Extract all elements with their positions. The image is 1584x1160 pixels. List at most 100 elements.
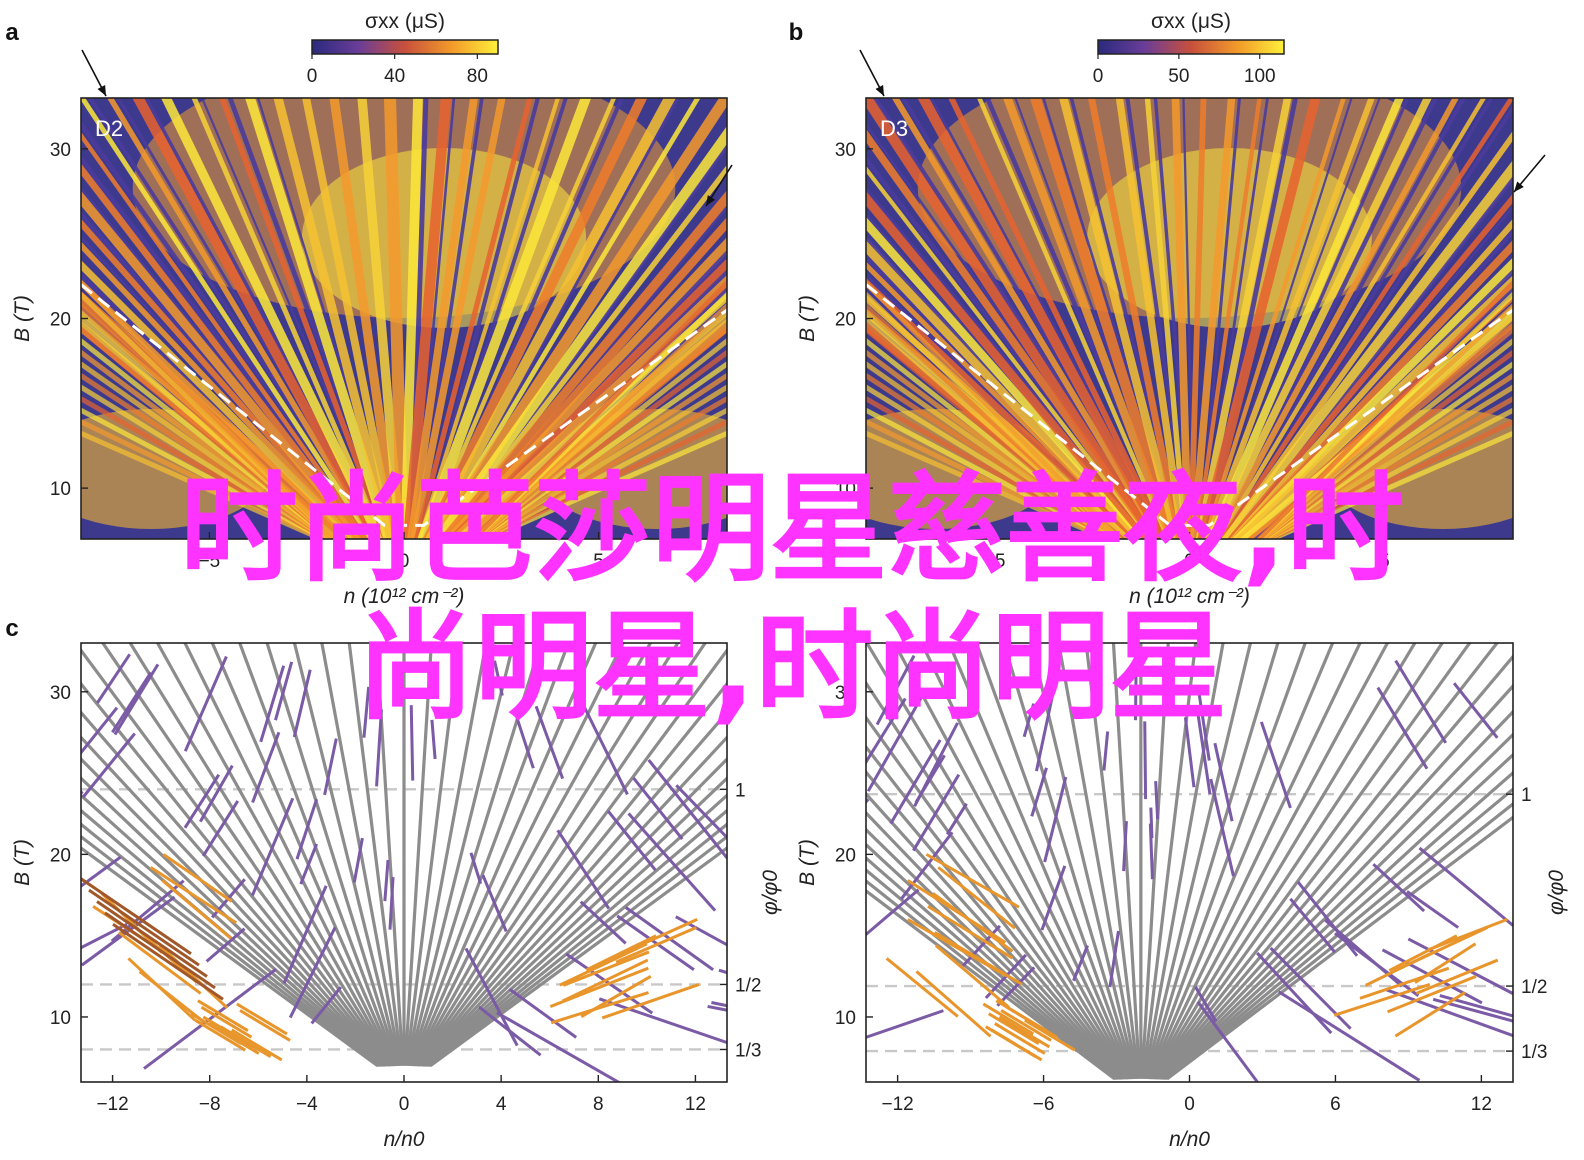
ylabel-c: B (T) [11,839,34,886]
ylabel-a: B (T) [11,295,34,342]
purple-seg-c-right-11 [1213,742,1234,822]
orange-left-c-9 [138,970,205,1023]
purple-seg-c-41 [282,885,328,984]
orange-right-c-right-7 [1386,974,1477,1014]
purple-seg-c-29 [201,800,240,857]
orange-right-c-right-2 [1388,934,1458,972]
fan-ray-a-17 [273,98,396,539]
fan-ray-a-21 [383,98,409,539]
gray-fan-c-right-24 [1141,643,1198,1079]
gray-fan-c-right-18 [1029,643,1138,1080]
orange-right-c-right-4 [1365,950,1435,987]
orange-right-c-6 [549,966,649,1008]
fan-ray-a-14 [191,98,386,539]
gray-fan-c-right-20 [1084,643,1141,1079]
purple-seg-c-31 [556,829,611,910]
panel-c: c 10 20 30 −12 −8 −4 0 4 8 12 1 1/2 1/3 n/n0 B (T) φ/φ0 [5,615,782,1151]
purple-seg-c-right-50 [716,991,852,1032]
purple-seg-c-22 [515,717,535,769]
purple-seg-c-right-17 [866,888,920,937]
fan-ray-b-16 [1029,98,1180,539]
ylabel-b: B (T) [796,295,819,342]
gray-fan-c-20 [347,643,404,1066]
ytick-label-c-0: 10 [50,1008,71,1029]
gray-fan-c-18 [292,643,401,1067]
xlabel-c-right: n/n0 [1169,1128,1210,1151]
gray-fan-c-6 [81,756,386,1067]
gray-fan-c-right-13 [892,643,1132,1080]
purple-seg-c-53 [534,705,565,780]
ylabel-c-right: B (T) [796,839,819,886]
purple-seg-c-right-7 [1376,686,1429,770]
gray-fan-c-right-4 [866,842,1121,1080]
purple-seg-c-42 [81,732,136,799]
purple-seg-c-59 [675,784,727,840]
purple-seg-c-11 [81,855,122,889]
gray-fan-c-28 [409,643,570,1067]
orange-right-c-5 [562,958,649,1003]
orange-left-c-right-9 [915,970,992,1038]
fan-ray-b-27 [1202,98,1346,539]
orange-left-c-0 [162,853,233,903]
fan-ray-a-4 [81,260,360,539]
purple-seg-c-right-20 [1334,932,1420,997]
gray-fan-c-25 [406,643,488,1067]
xtick-label-c-6: 12 [685,1094,706,1115]
purple-seg-c-right-58 [1102,731,1110,771]
fan-ray-b-31 [1213,98,1460,539]
orange-left-c-right-1 [937,866,1016,930]
purple-seg-c-35 [292,669,312,738]
fan-ray-b-30 [1209,98,1432,539]
purple-seg-c-right-24 [1154,781,1160,820]
gray-fan-c-right-14 [919,643,1133,1080]
purple-seg-c-3 [581,702,629,796]
purple-seg-c-5 [81,895,176,967]
orange-bottom-c-right-6 [1024,1018,1076,1052]
orange-bottom-c-right-2 [1006,1005,1058,1039]
fan-ray-b-10 [866,98,1164,539]
fan-ray-b-15 [1002,98,1176,539]
brown-seg-c-0 [81,877,192,955]
fan-ray-a-8 [81,163,371,539]
gray-fan-c-3 [81,808,383,1067]
orange-left-c-right-6 [933,931,1023,986]
ytick-label-a-0: 10 [50,479,71,500]
gray-fan-c-17 [265,643,400,1067]
brown-seg-c-4 [112,923,224,1001]
panel-a: a σxx (μS) 0 40 80 D2 10 20 30 −5 0 5 n (10¹² cm⁻²) B… [5,10,733,608]
purple-seg-c-right-57 [1196,1001,1260,1082]
orange-left-c-right-7 [934,944,1010,1009]
gray-fan-c-right-43 [1165,801,1513,1081]
colorbar-tick-label-a-0: 0 [307,66,318,87]
arrow-right-b-head [1514,181,1524,192]
orange-right-c-2 [585,934,657,972]
orange-bottom-c-0 [197,999,249,1032]
gray-fan-c-right-2 [866,868,1118,1080]
purple-seg-c-9 [481,874,508,933]
fan-ray-b-21 [1171,98,1192,539]
orange-bottom-c-8 [219,1025,272,1059]
purple-seg-c-55 [409,705,415,781]
gray-fan-c-right-26 [1144,643,1253,1080]
gray-fan-c-right-40 [1161,752,1513,1080]
purple-seg-c-24 [199,764,234,823]
side-ray-left-a-13 [81,279,338,539]
purple-seg-c-1 [606,810,657,871]
fan-area-c-right [716,643,1513,1082]
gray-fan-c-44 [429,846,727,1068]
purple-seg-c-19 [352,837,364,883]
purple-seg-c-right-16 [1439,994,1513,1018]
rtick-label-c-right-0: 1 [1521,785,1532,806]
side-ray-right-b-13 [1255,279,1513,539]
purple-seg-c-7 [259,665,286,743]
orange-bottom-c-right-3 [1000,1009,1052,1042]
fan-ray-b-19 [1115,98,1187,539]
purple-seg-c-58 [81,706,119,756]
gray-fan-c-27 [408,643,543,1067]
purple-seg-c-38 [632,776,684,841]
colorbar-a [311,39,499,55]
gray-fan-c-right-17 [1002,643,1137,1080]
purple-seg-c-16 [362,686,371,738]
gray-fan-c-12 [128,643,394,1067]
orange-right-c-8 [601,983,700,1020]
